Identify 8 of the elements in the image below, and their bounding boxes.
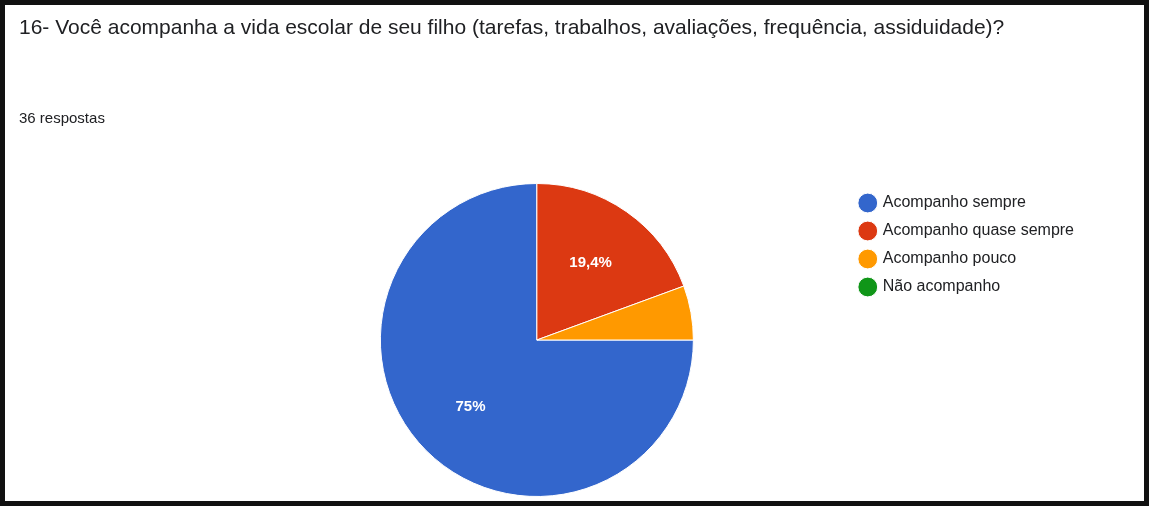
data-label: 75% <box>455 396 486 414</box>
legend-label: Acompanho quase sempre <box>882 221 1075 239</box>
chart-title: 16- Você acompanha a vida escolar de seu filho (tarefas, trabalhos, avaliações, frequência, assiduidade)? <box>19 14 1006 40</box>
data-label: 19,4% <box>569 253 612 271</box>
legend-label: Acompanho sempre <box>882 193 1027 211</box>
legend-label: Não acompanho <box>882 277 1001 295</box>
legend-label: Acompanho pouco <box>882 249 1017 267</box>
text: 36 respostas <box>19 109 105 126</box>
